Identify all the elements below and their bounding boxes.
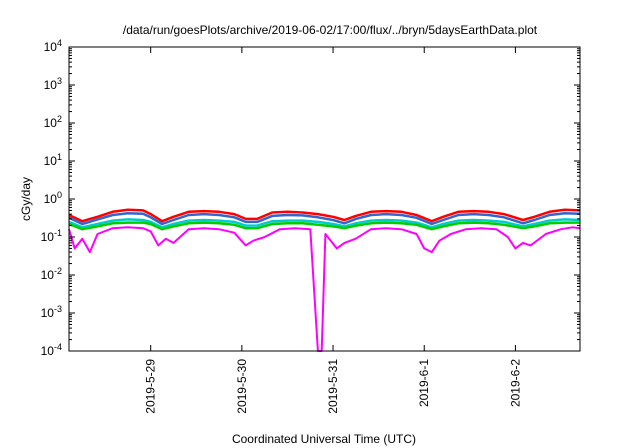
y-tick-label: 104 — [44, 38, 62, 54]
series-layer — [68, 208, 581, 352]
x-axis: 2019-5-29 2019-5-30 2019-5-31 2019-6-1 2019-… — [144, 47, 522, 414]
x-tick-label: 2019-6-1 — [417, 359, 431, 407]
y-tick-label: 103 — [44, 76, 62, 92]
series-line-2 — [68, 212, 581, 226]
y-tick-label: 10-4 — [41, 342, 62, 358]
series-line-3 — [68, 218, 581, 229]
y-tick-label: 10-3 — [41, 304, 62, 320]
y-tick-label: 102 — [44, 114, 62, 130]
x-tick-label: 2019-5-30 — [235, 359, 249, 414]
plot-frame — [68, 46, 581, 352]
series-line-4 — [68, 221, 580, 231]
y-axis: 10-4 10-3 10-2 10-1 100 101 102 103 104 — [41, 38, 580, 358]
series-line-5 — [68, 226, 581, 352]
x-tick-label: 2019-6-2 — [508, 359, 522, 407]
chart-title: /data/run/goesPlots/archive/2019-06-02/1… — [123, 23, 538, 37]
y-tick-label: 100 — [44, 190, 62, 206]
x-axis-label: Coordinated Universal Time (UTC) — [232, 432, 416, 446]
y-tick-label: 10-1 — [41, 228, 62, 244]
x-tick-label: 2019-5-31 — [326, 359, 340, 414]
series-line-1 — [68, 208, 581, 223]
y-tick-label: 101 — [44, 152, 62, 168]
y-tick-label: 10-2 — [41, 266, 62, 282]
x-tick-label: 2019-5-29 — [144, 359, 158, 414]
y-axis-label: cGy/day — [19, 177, 33, 221]
